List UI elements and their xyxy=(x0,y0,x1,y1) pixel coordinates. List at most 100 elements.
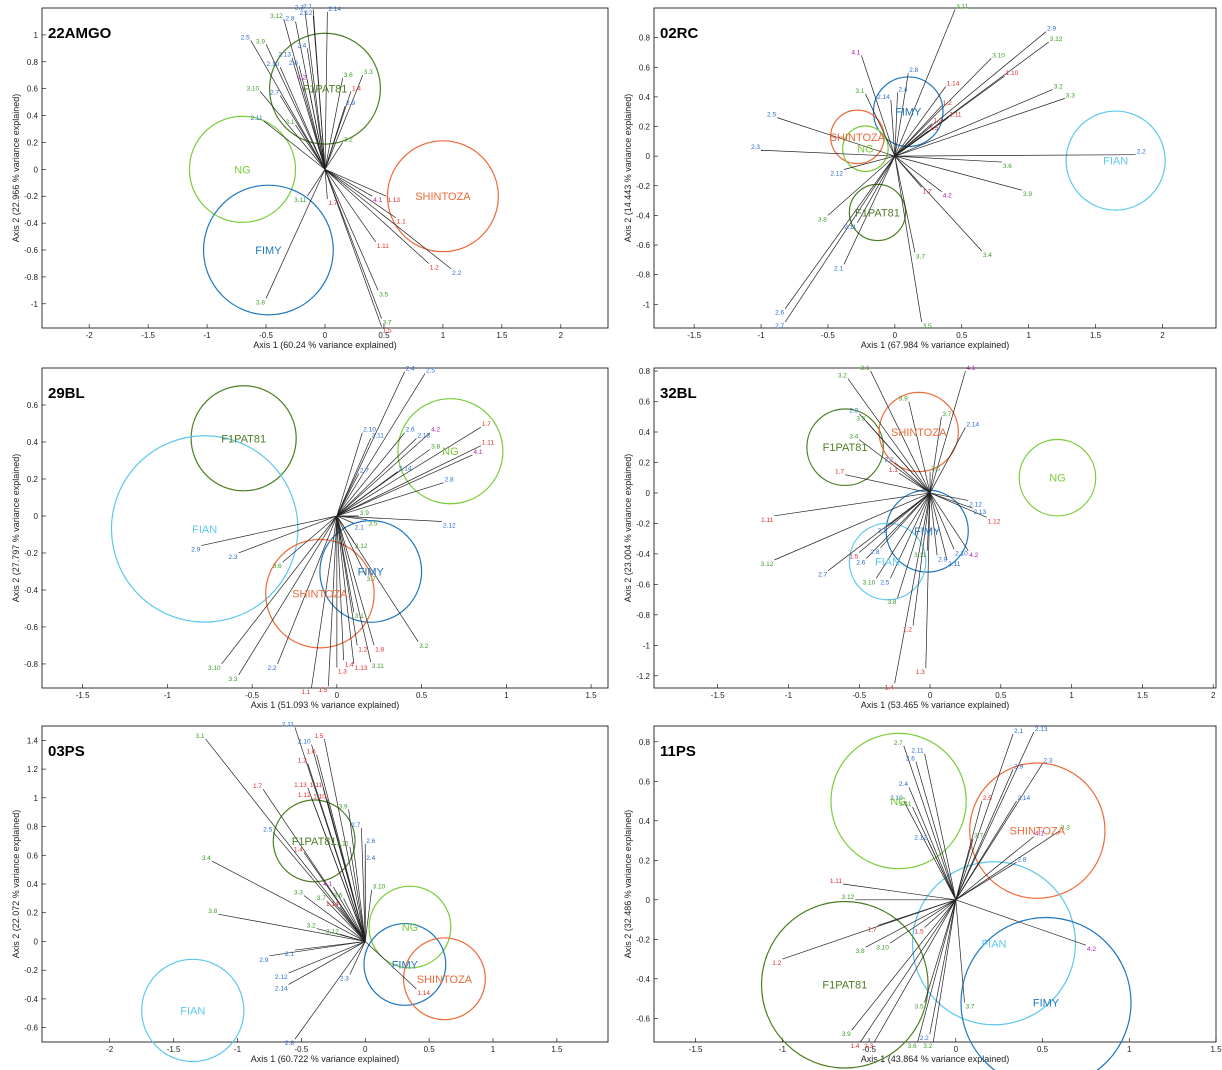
vector-label: 3.6 xyxy=(908,1043,917,1050)
group-circle-f1pat81 xyxy=(272,799,356,883)
y-tick-label: -0.4 xyxy=(24,995,38,1004)
vector-label: 2.1 xyxy=(355,524,364,531)
loading-vector xyxy=(929,492,973,509)
loading-vector xyxy=(336,432,405,517)
vector-label: 3.11 xyxy=(956,3,969,10)
y-tick-label: -0.2 xyxy=(24,549,38,558)
loading-vector xyxy=(851,899,957,1031)
loading-vector xyxy=(311,515,338,689)
loading-vector xyxy=(912,492,931,626)
vector-label: 2.7 xyxy=(351,822,360,829)
loading-vector xyxy=(238,515,338,676)
y-tick-label: 1 xyxy=(34,794,39,803)
x-tick-label: 1.5 xyxy=(1137,691,1149,700)
vector-label: 3.4 xyxy=(202,855,211,862)
loading-vector xyxy=(283,18,326,170)
x-tick-label: 1.5 xyxy=(1210,1045,1222,1054)
vector-label: 1.4 xyxy=(352,85,361,92)
loading-vector xyxy=(336,438,417,517)
vector-label: 2.8 xyxy=(285,1040,294,1047)
panel-title-29bl: 29BL xyxy=(48,385,85,402)
vector-label: 2.9 xyxy=(191,547,200,554)
plot-frame xyxy=(653,7,1217,329)
vector-label: 2.3 xyxy=(295,5,304,12)
y-tick-label: -0.4 xyxy=(24,219,38,228)
vector-label: 3.9 xyxy=(339,803,348,810)
x-tick-label: 1 xyxy=(1069,691,1074,700)
loading-vector xyxy=(263,120,326,170)
vector-label: 3.7 xyxy=(383,320,392,327)
x-tick-label: -0.5 xyxy=(821,331,835,340)
vector-label: 3.6 xyxy=(333,892,342,899)
vector-label: 3.11 xyxy=(294,197,307,204)
vector-label: 3.12 xyxy=(355,543,368,550)
loading-vector xyxy=(326,799,366,942)
loading-vector xyxy=(324,169,382,319)
vector-label: 1.1 xyxy=(397,219,406,226)
loading-vector xyxy=(929,370,966,494)
loading-vector xyxy=(880,492,931,549)
vector-label: 2.8 xyxy=(1018,856,1027,863)
loading-vector xyxy=(336,515,419,642)
group-label-ng: NG xyxy=(890,796,907,808)
vector-label: 1.7 xyxy=(482,421,491,428)
loading-vector xyxy=(859,439,931,494)
vector-label: 2.1 xyxy=(834,265,843,272)
vector-label: 1.6 xyxy=(307,749,316,756)
loading-vector xyxy=(955,861,1017,901)
vector-label: 2.5 xyxy=(983,795,992,802)
x-tick-label: 0 xyxy=(954,1045,959,1054)
panel-03ps: -2 -1.5 -1 -0.5 0 0.5 1 1.5 -0.6 -0.4 -0.2 0 0.2 0.4 0… xyxy=(10,721,614,1068)
vector-label: 2.11 xyxy=(911,748,924,755)
y-tick-label: 0.4 xyxy=(639,93,651,102)
loading-vector xyxy=(866,421,931,494)
loading-vector xyxy=(894,155,1002,163)
loading-vector xyxy=(211,860,366,942)
loading-vector xyxy=(221,515,338,665)
y-tick-label: 0.6 xyxy=(639,398,651,407)
loading-vector xyxy=(324,169,396,219)
loading-vector xyxy=(827,155,896,216)
y-tick-label: 0.4 xyxy=(27,880,39,889)
loading-vector xyxy=(336,426,482,517)
panel-title-02rc: 02RC xyxy=(660,25,699,42)
vector-label: 2.12 xyxy=(830,170,843,177)
loading-vector xyxy=(894,462,931,494)
x-tick-label: 1 xyxy=(491,1045,496,1054)
y-tick-label: -0.4 xyxy=(24,586,38,595)
vector-label: 2.8 xyxy=(909,67,918,74)
loading-vector xyxy=(311,797,366,942)
y-tick-label: 0.2 xyxy=(27,475,39,484)
vector-label: 4.2 xyxy=(431,427,440,434)
loading-vector xyxy=(875,492,931,579)
x-tick-label: 0.5 xyxy=(956,331,968,340)
loading-vector xyxy=(761,149,895,157)
loading-vector xyxy=(903,800,957,900)
group-circle-f1pat81 xyxy=(268,32,382,145)
x-axis-label: Axis 1 (60.24 % variance explained) xyxy=(253,340,397,350)
loading-vector xyxy=(955,731,1035,900)
group-label-f1pat81: F1PAT81 xyxy=(292,836,337,848)
vector-label: 3.2 xyxy=(344,136,353,143)
vector-label: 2.5 xyxy=(263,826,272,833)
loading-vector xyxy=(924,753,957,900)
group-circle-f1pat81 xyxy=(806,408,884,487)
vector-label: 3.10 xyxy=(208,665,221,672)
vector-label: 3.10 xyxy=(373,884,386,891)
loading-vector xyxy=(894,154,1136,157)
vector-label: 3.11 xyxy=(372,663,385,670)
y-tick-label: 0.4 xyxy=(639,817,651,826)
x-tick-label: 0 xyxy=(893,331,898,340)
panel-title-11ps: 11PS xyxy=(660,743,696,760)
x-tick-label: 2 xyxy=(1211,691,1216,700)
vector-label: 3.4 xyxy=(983,252,992,259)
loading-vector xyxy=(870,370,931,494)
vector-label: 2.14 xyxy=(966,421,979,428)
vector-label: 2.1 xyxy=(1014,728,1023,735)
group-circle-ng xyxy=(842,125,889,173)
x-tick-label: -1 xyxy=(779,1045,787,1054)
loading-vector xyxy=(324,169,387,197)
vector-label: 3.12 xyxy=(842,894,855,901)
vector-label: 2.13 xyxy=(278,52,291,59)
y-axis-label: Axis 2 (27.797 % variance explained) xyxy=(11,454,21,603)
